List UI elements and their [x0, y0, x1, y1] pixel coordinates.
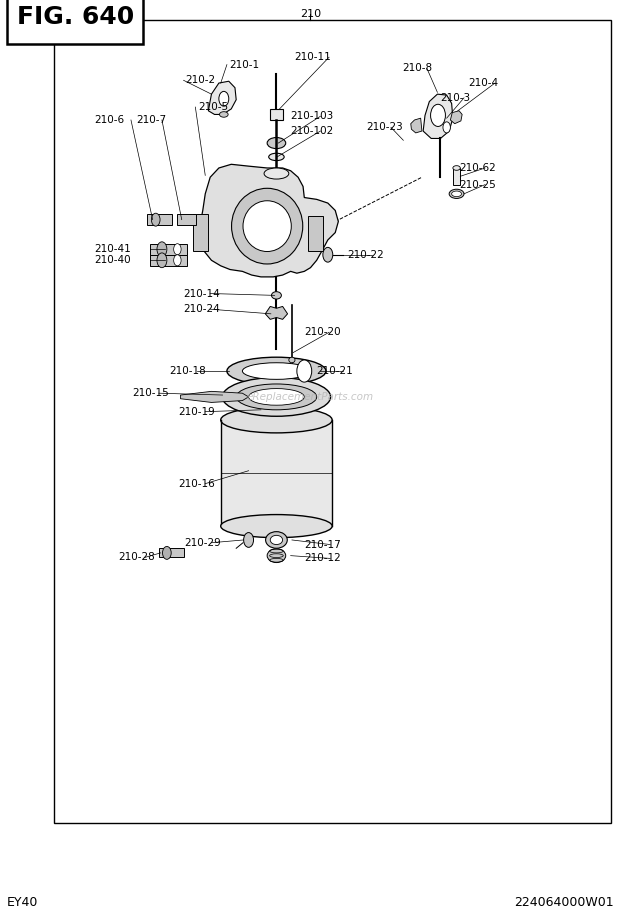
Ellipse shape — [227, 357, 326, 385]
Text: 210-24: 210-24 — [184, 305, 220, 314]
Circle shape — [162, 546, 171, 559]
Polygon shape — [450, 111, 462, 124]
Text: 210-1: 210-1 — [229, 60, 259, 69]
Ellipse shape — [221, 515, 332, 537]
Polygon shape — [411, 118, 422, 133]
Text: 210-29: 210-29 — [184, 538, 221, 547]
Ellipse shape — [453, 166, 460, 170]
Circle shape — [443, 122, 450, 133]
Ellipse shape — [272, 292, 281, 299]
Bar — [147, 214, 172, 225]
Ellipse shape — [270, 535, 283, 545]
Circle shape — [157, 253, 167, 268]
Ellipse shape — [289, 357, 295, 363]
Ellipse shape — [268, 153, 284, 161]
Text: 210-40: 210-40 — [94, 256, 130, 265]
Ellipse shape — [449, 189, 464, 198]
Ellipse shape — [243, 201, 291, 252]
Polygon shape — [208, 81, 236, 114]
Circle shape — [174, 244, 181, 255]
Text: 224064000W01: 224064000W01 — [514, 896, 614, 909]
Polygon shape — [180, 391, 249, 402]
Circle shape — [157, 242, 167, 257]
Bar — [149, 244, 187, 255]
Circle shape — [430, 104, 445, 126]
Text: FIG. 640: FIG. 640 — [17, 5, 134, 29]
Bar — [453, 168, 460, 185]
Bar — [308, 216, 323, 251]
Circle shape — [174, 255, 181, 266]
Text: 210-17: 210-17 — [304, 540, 341, 549]
Ellipse shape — [231, 188, 303, 264]
Text: 210-8: 210-8 — [402, 64, 432, 73]
Text: 210-16: 210-16 — [178, 479, 215, 488]
Ellipse shape — [264, 168, 289, 179]
Ellipse shape — [265, 532, 287, 548]
Ellipse shape — [221, 407, 332, 433]
Circle shape — [219, 91, 229, 106]
Text: eReplacementParts.com: eReplacementParts.com — [247, 392, 374, 402]
Ellipse shape — [451, 191, 461, 197]
Polygon shape — [265, 306, 288, 319]
Bar — [53, 20, 611, 823]
Text: 210-19: 210-19 — [178, 407, 215, 416]
Circle shape — [297, 360, 312, 382]
Bar — [270, 109, 283, 120]
Text: 210-7: 210-7 — [136, 115, 166, 125]
Text: 210-2: 210-2 — [185, 76, 216, 85]
Text: 210-103: 210-103 — [291, 112, 334, 121]
Text: 210-41: 210-41 — [94, 245, 131, 254]
Text: 210-18: 210-18 — [169, 366, 206, 376]
Text: 210-102: 210-102 — [291, 126, 334, 136]
Bar — [177, 214, 196, 225]
Text: 210-14: 210-14 — [184, 289, 220, 298]
Text: 210-3: 210-3 — [440, 93, 471, 102]
Polygon shape — [221, 420, 332, 526]
Circle shape — [323, 247, 333, 262]
Text: 210-28: 210-28 — [118, 553, 156, 562]
Ellipse shape — [236, 384, 317, 410]
Text: 210-21: 210-21 — [317, 366, 353, 376]
Ellipse shape — [249, 389, 304, 405]
Bar — [159, 548, 184, 557]
Ellipse shape — [267, 548, 286, 562]
Text: 210-23: 210-23 — [366, 123, 403, 132]
Text: 210-4: 210-4 — [468, 78, 498, 88]
Circle shape — [151, 213, 160, 226]
Text: 210-25: 210-25 — [459, 180, 496, 189]
FancyBboxPatch shape — [7, 0, 143, 44]
Text: 210-20: 210-20 — [304, 328, 341, 337]
Text: 210-6: 210-6 — [94, 115, 124, 125]
Bar — [193, 214, 208, 251]
Text: 210-22: 210-22 — [348, 250, 384, 259]
Text: EY40: EY40 — [7, 896, 38, 909]
Text: 210-5: 210-5 — [198, 102, 228, 112]
Polygon shape — [200, 164, 339, 277]
Ellipse shape — [242, 363, 311, 379]
Text: 210: 210 — [300, 9, 321, 19]
Bar — [149, 255, 187, 266]
Text: 210-62: 210-62 — [459, 163, 496, 173]
Circle shape — [244, 533, 254, 547]
Ellipse shape — [267, 138, 286, 149]
Ellipse shape — [219, 112, 228, 117]
Ellipse shape — [223, 378, 330, 416]
Polygon shape — [423, 94, 453, 138]
Text: 210-12: 210-12 — [304, 554, 341, 563]
Text: 210-11: 210-11 — [294, 53, 331, 62]
Text: 210-15: 210-15 — [132, 389, 169, 398]
